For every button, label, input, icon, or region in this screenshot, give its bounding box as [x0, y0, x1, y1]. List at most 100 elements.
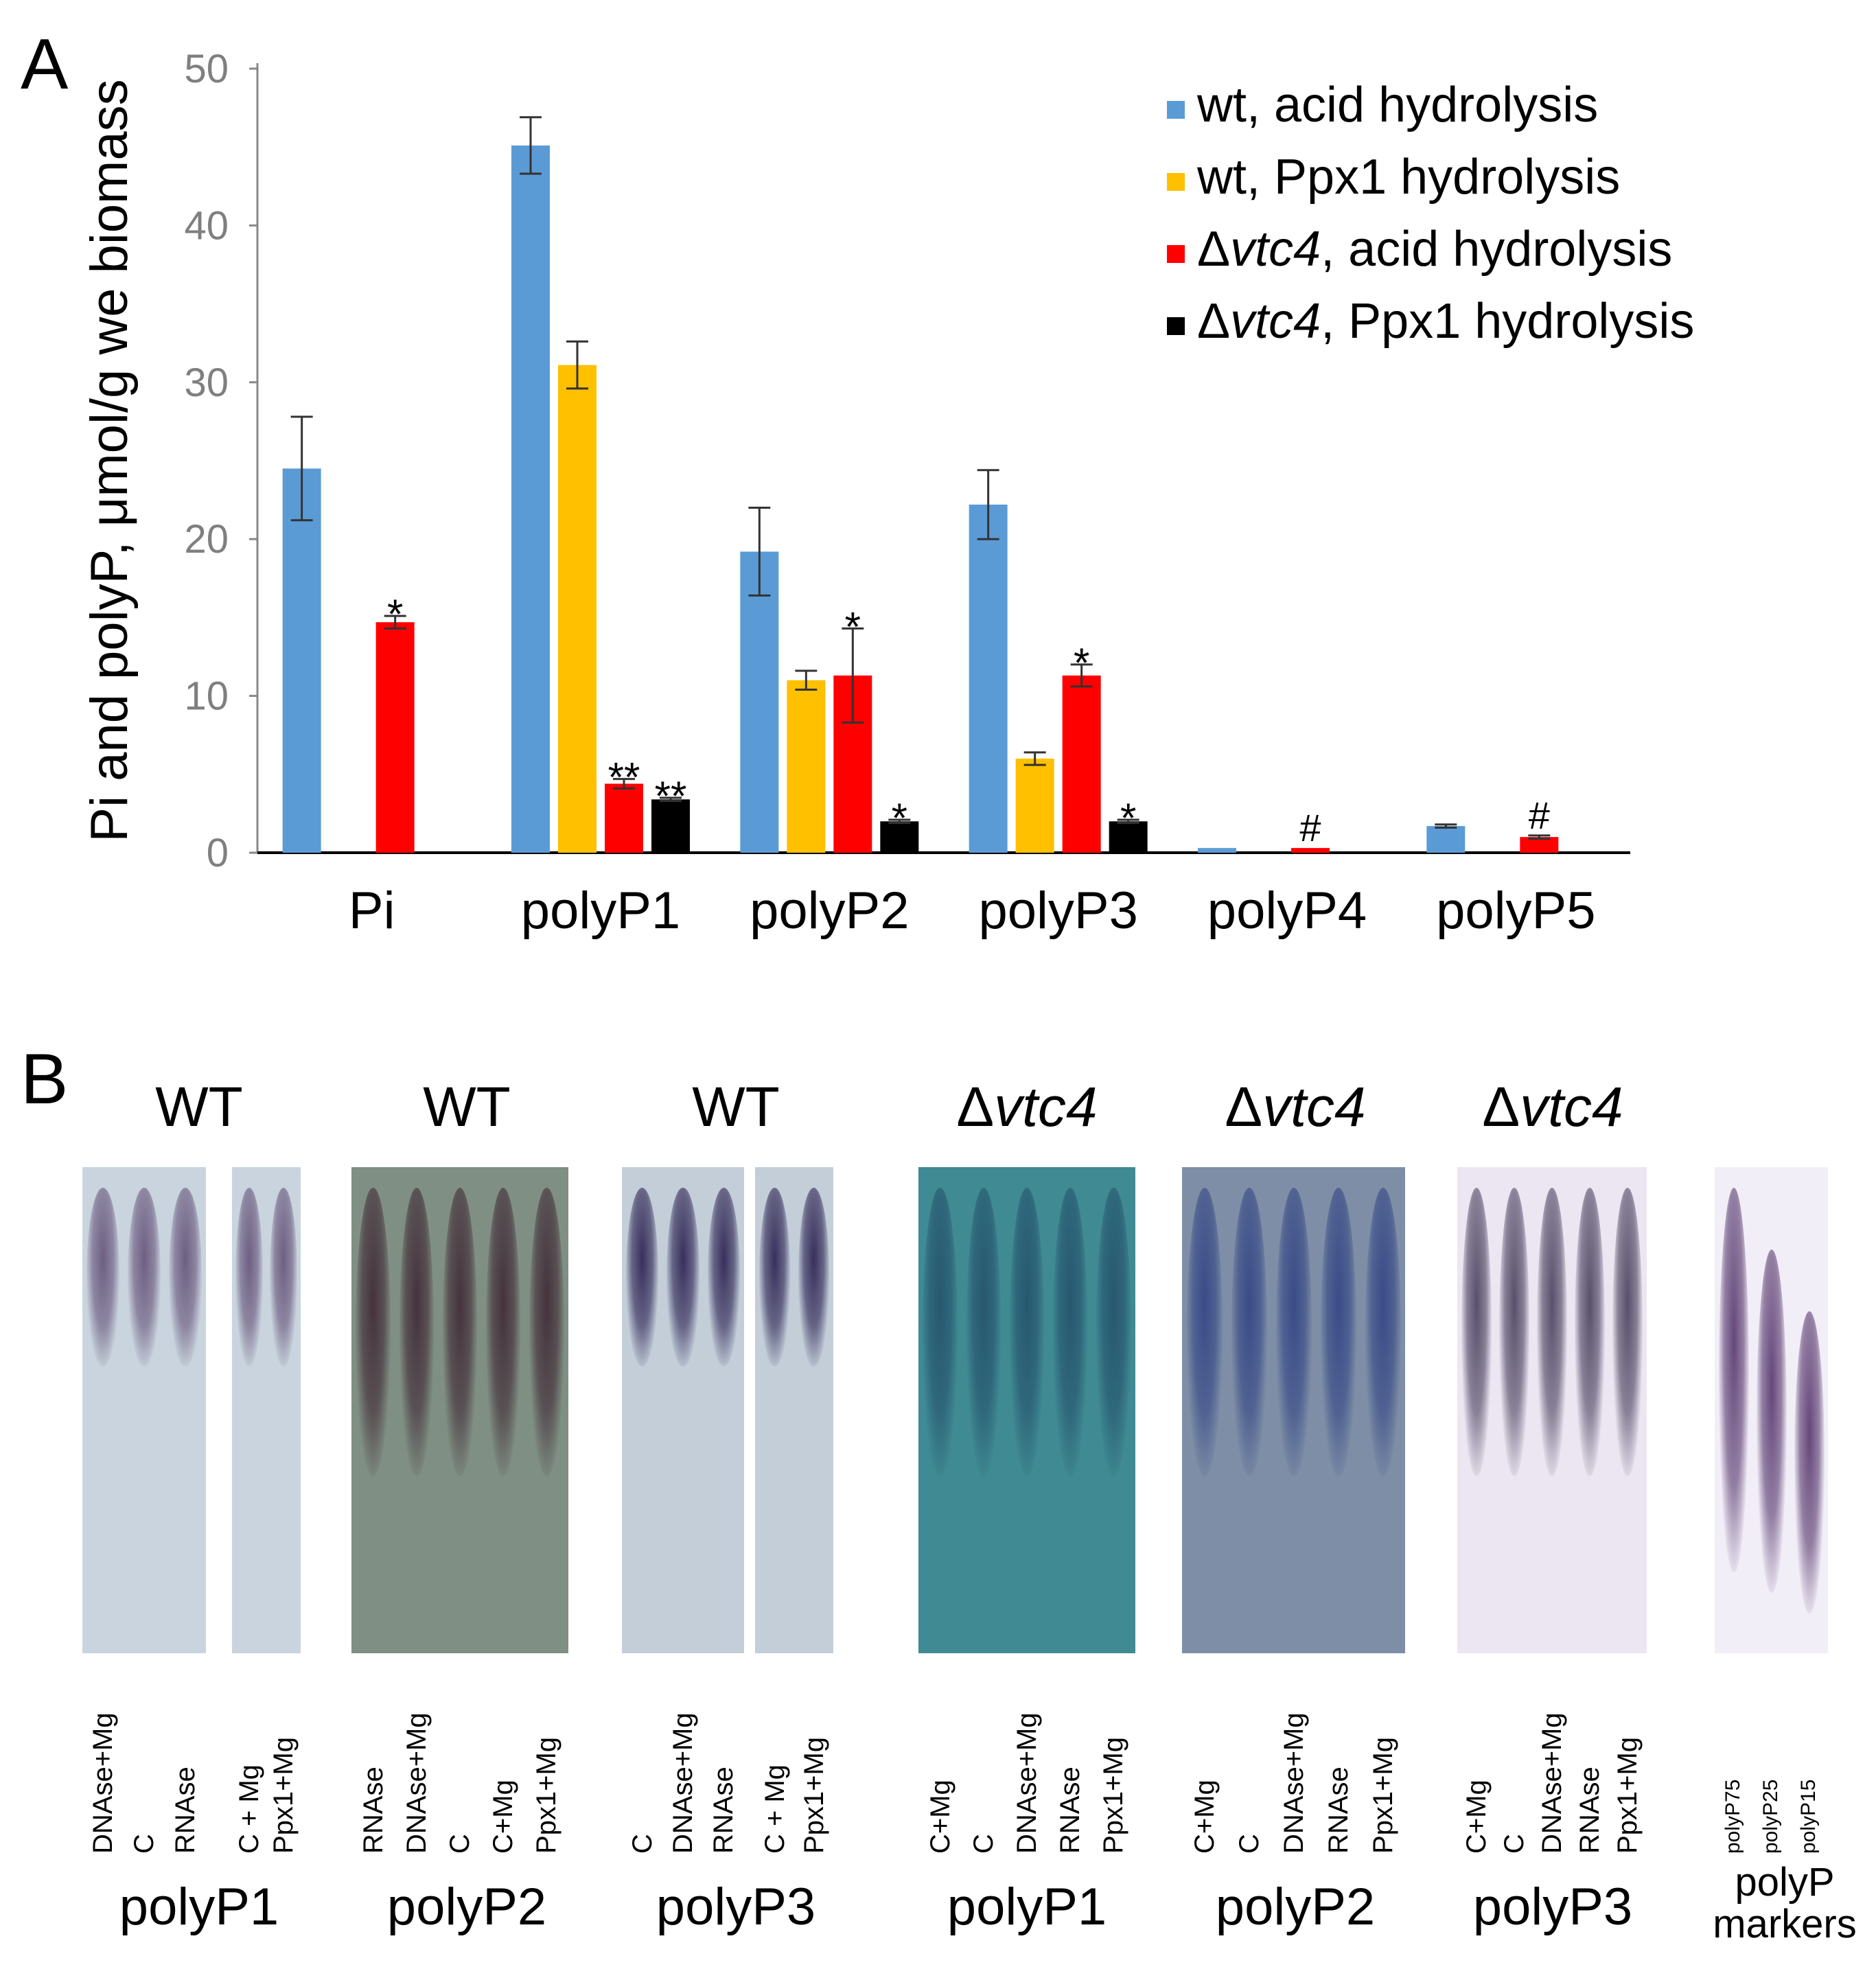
gel-band	[270, 1188, 297, 1366]
bar	[1109, 821, 1148, 853]
panel-b-label: B	[21, 1039, 69, 1119]
gel-band	[1231, 1188, 1267, 1476]
lane-label: polyP15	[1796, 1779, 1820, 1854]
legend-label: Δvtc4, Ppx1 hydrolysis	[1197, 294, 1694, 349]
lane-label: DNAse+Mg	[668, 1712, 698, 1854]
lane-label: Ppx1+Mg	[1612, 1736, 1643, 1854]
lane-label: C+Mg	[1189, 1780, 1220, 1854]
gel-image	[1715, 1167, 1828, 1653]
gel-band	[1718, 1188, 1749, 1572]
y-tick-label: 50	[184, 47, 229, 91]
gel-title-text: WT	[692, 1076, 780, 1138]
bar	[1426, 826, 1466, 853]
gel-band	[1612, 1188, 1643, 1476]
lane-label: DNAse+Mg	[401, 1712, 432, 1854]
lane-label: polyP75	[1721, 1779, 1744, 1854]
gel-band	[356, 1188, 391, 1476]
lane-label: RNAse	[358, 1767, 389, 1854]
lane-label: Ppx1+Mg	[798, 1736, 829, 1854]
category-label: polyP5	[1436, 882, 1595, 940]
lane-label: C	[627, 1834, 658, 1854]
gel-title: Δvtc4	[924, 1079, 1130, 1136]
legend-swatch	[1167, 101, 1185, 119]
bar	[1198, 848, 1236, 853]
gel-band	[1052, 1188, 1088, 1476]
legend-label: wt, acid hydrolysis	[1196, 78, 1598, 133]
gel-band	[442, 1188, 478, 1476]
bar	[880, 821, 919, 853]
lane-label: Ppx1+Mg	[268, 1736, 299, 1854]
bar	[558, 365, 597, 853]
gel-title: WT	[364, 1079, 570, 1136]
gel-band	[707, 1188, 741, 1366]
gel-title-text: Δ	[956, 1076, 995, 1138]
bar	[1062, 675, 1101, 853]
lane-label: RNAse	[1055, 1767, 1086, 1854]
gel-band	[758, 1188, 791, 1366]
gel-sample-label: polyP2	[1215, 1878, 1376, 1936]
gel-band	[625, 1188, 659, 1366]
lane-label: C	[1498, 1834, 1529, 1854]
gel-band	[529, 1188, 564, 1476]
bar	[1291, 848, 1330, 853]
lane-label: Ppx1+Mg	[531, 1736, 562, 1854]
gel-title-strain: vtc4	[1262, 1076, 1366, 1138]
lane-label: C	[968, 1834, 999, 1854]
lane-label: RNAse	[1575, 1767, 1606, 1854]
gel-sample-label: polyP3	[656, 1878, 816, 1936]
legend-label: wt, Ppx1 hydrolysis	[1196, 150, 1620, 205]
bar-chart: 0 10 20 30 40 50 Pi and polyP, μmol/g we bioma…	[80, 47, 1694, 940]
significance-mark: **	[655, 773, 687, 819]
category-label: polyP4	[1207, 882, 1367, 940]
lane-label: polyP25	[1759, 1779, 1782, 1854]
lane-label: Ppx1+Mg	[1367, 1736, 1398, 1854]
gel-band	[235, 1188, 263, 1366]
gel-title-text: Δ	[1482, 1076, 1520, 1138]
category-label: polyP1	[521, 882, 680, 940]
gel-image	[755, 1167, 833, 1653]
y-tick-label: 20	[184, 517, 229, 562]
y-tick-label: 40	[184, 203, 229, 248]
bar	[787, 680, 826, 853]
lane-label: C	[129, 1834, 159, 1854]
bar	[511, 145, 550, 853]
significance-mark: #	[1299, 806, 1321, 849]
lane-label: C+Mg	[925, 1780, 956, 1854]
lane-label: RNAse	[1323, 1767, 1354, 1854]
category-label: polyP2	[750, 882, 909, 940]
gel-sample-label: polyP markers	[1668, 1861, 1876, 1946]
gel-sample-label: polyP1	[119, 1878, 279, 1936]
gel-band	[485, 1188, 521, 1476]
lane-label: RNAse	[708, 1767, 739, 1854]
legend-swatch	[1167, 173, 1185, 191]
gel-sample-label-line: markers	[1713, 1901, 1857, 1946]
gel-sample-label: polyP3	[1472, 1878, 1633, 1936]
bar	[1520, 837, 1559, 853]
gel-title: Δvtc4	[1450, 1079, 1656, 1136]
lane-label: DNAse+Mg	[1012, 1712, 1042, 1854]
gel-band	[1275, 1188, 1312, 1476]
bar	[282, 468, 321, 853]
legend-swatch	[1167, 317, 1185, 335]
gel-image	[622, 1167, 744, 1653]
gel-sample-label: polyP1	[947, 1878, 1107, 1936]
gel-title: WT	[633, 1079, 839, 1136]
panel-a-label: A	[21, 25, 69, 104]
lane-label: DNAse+Mg	[1278, 1712, 1309, 1854]
lane-label: DNAse+Mg	[1537, 1712, 1567, 1854]
lane-label: Ppx1+Mg	[1098, 1736, 1129, 1854]
gel-sample-label: polyP2	[386, 1878, 547, 1936]
gel-band	[1186, 1188, 1223, 1476]
lane-label: C+Mg	[1461, 1780, 1492, 1854]
gel-title: Δvtc4	[1192, 1079, 1398, 1136]
legend-swatch	[1167, 245, 1185, 263]
significance-mark: *	[1074, 640, 1089, 686]
y-tick-label: 0	[207, 831, 229, 875]
significance-mark: **	[608, 755, 640, 801]
gel-band	[128, 1188, 161, 1366]
gel-band	[1794, 1311, 1825, 1613]
gel-image	[232, 1167, 301, 1653]
gel-image	[1182, 1167, 1405, 1653]
gel-band	[1096, 1188, 1131, 1476]
gel-image	[1457, 1167, 1647, 1653]
